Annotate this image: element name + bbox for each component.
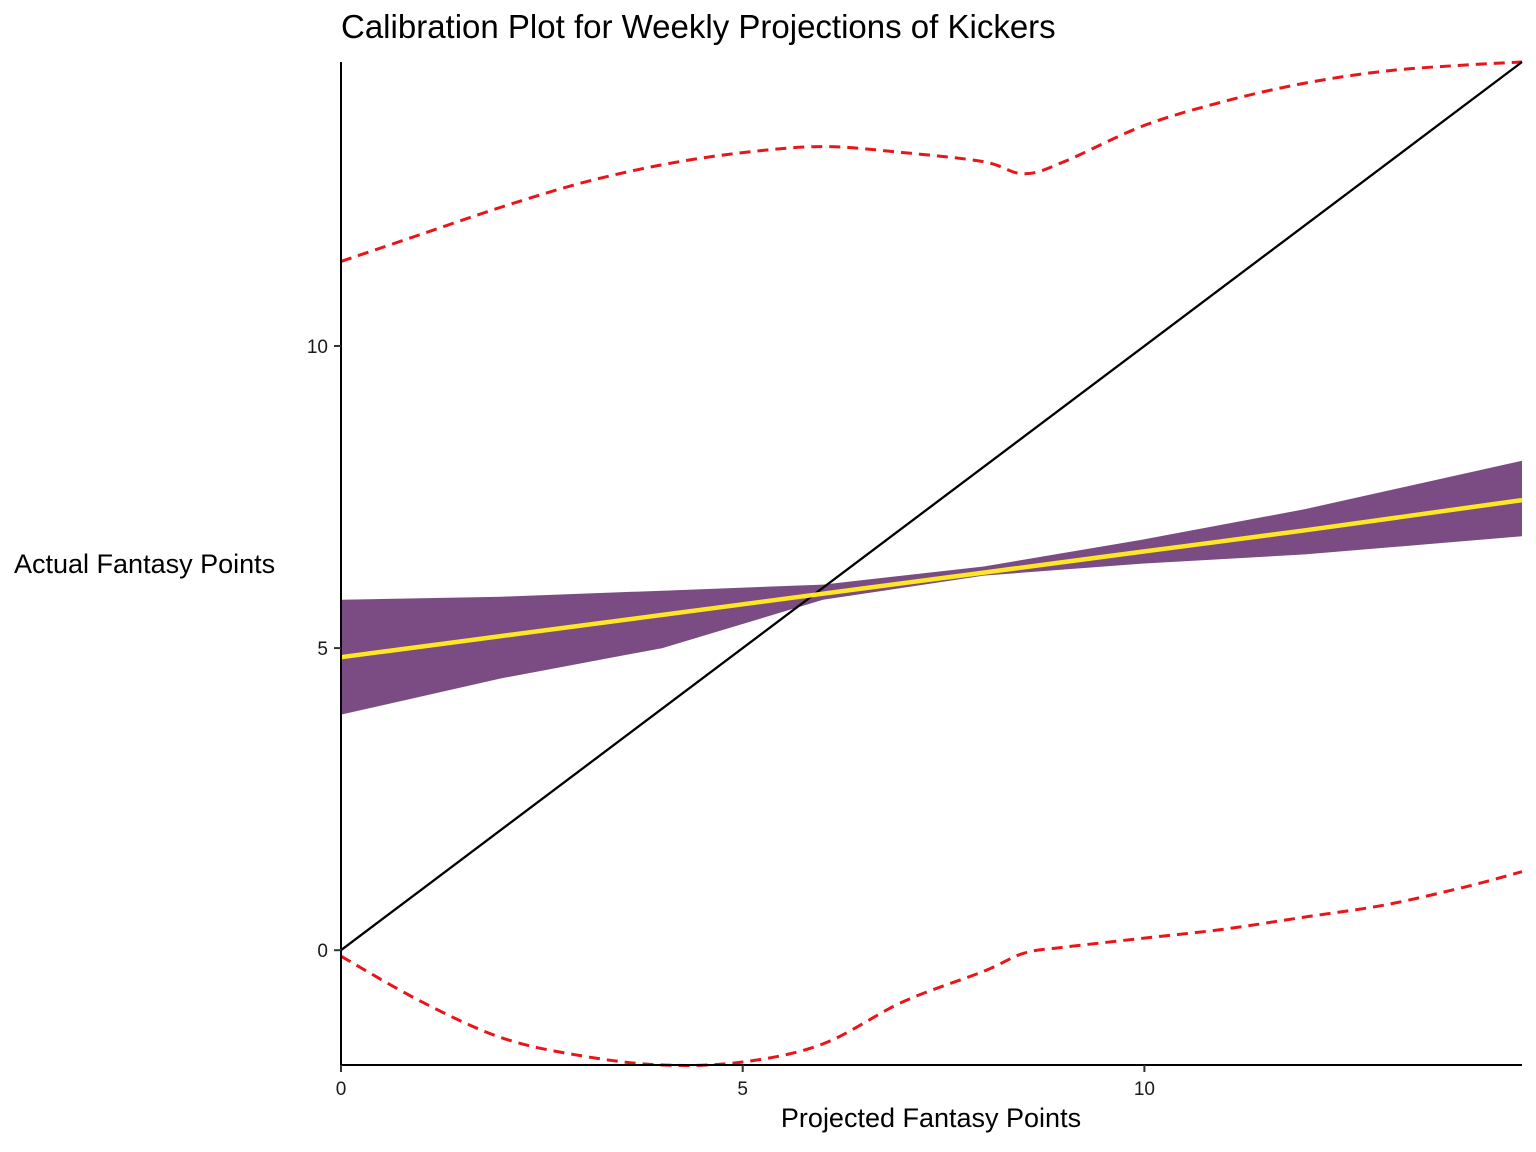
y-tick-label: 0 — [317, 941, 328, 962]
x-axis-title: Projected Fantasy Points — [780, 1103, 1082, 1133]
confidence-band — [341, 460, 1522, 715]
chart-title: Calibration Plot for Weekly Projections … — [341, 8, 1056, 45]
axis-ticks: 0 5 10 0 5 10 — [307, 337, 1155, 1100]
prediction-upper-line — [340, 60, 1523, 263]
reference-line — [340, 61, 1523, 952]
x-tick-label: 5 — [737, 1079, 748, 1100]
y-tick-label: 10 — [307, 337, 328, 358]
prediction-lower-line — [340, 870, 1523, 1067]
fit-line — [340, 497, 1523, 660]
x-tick-label: 10 — [1134, 1079, 1155, 1100]
x-tick-label: 0 — [336, 1079, 347, 1100]
y-tick-label: 5 — [317, 639, 328, 660]
y-axis-title: Actual Fantasy Points — [14, 549, 276, 579]
